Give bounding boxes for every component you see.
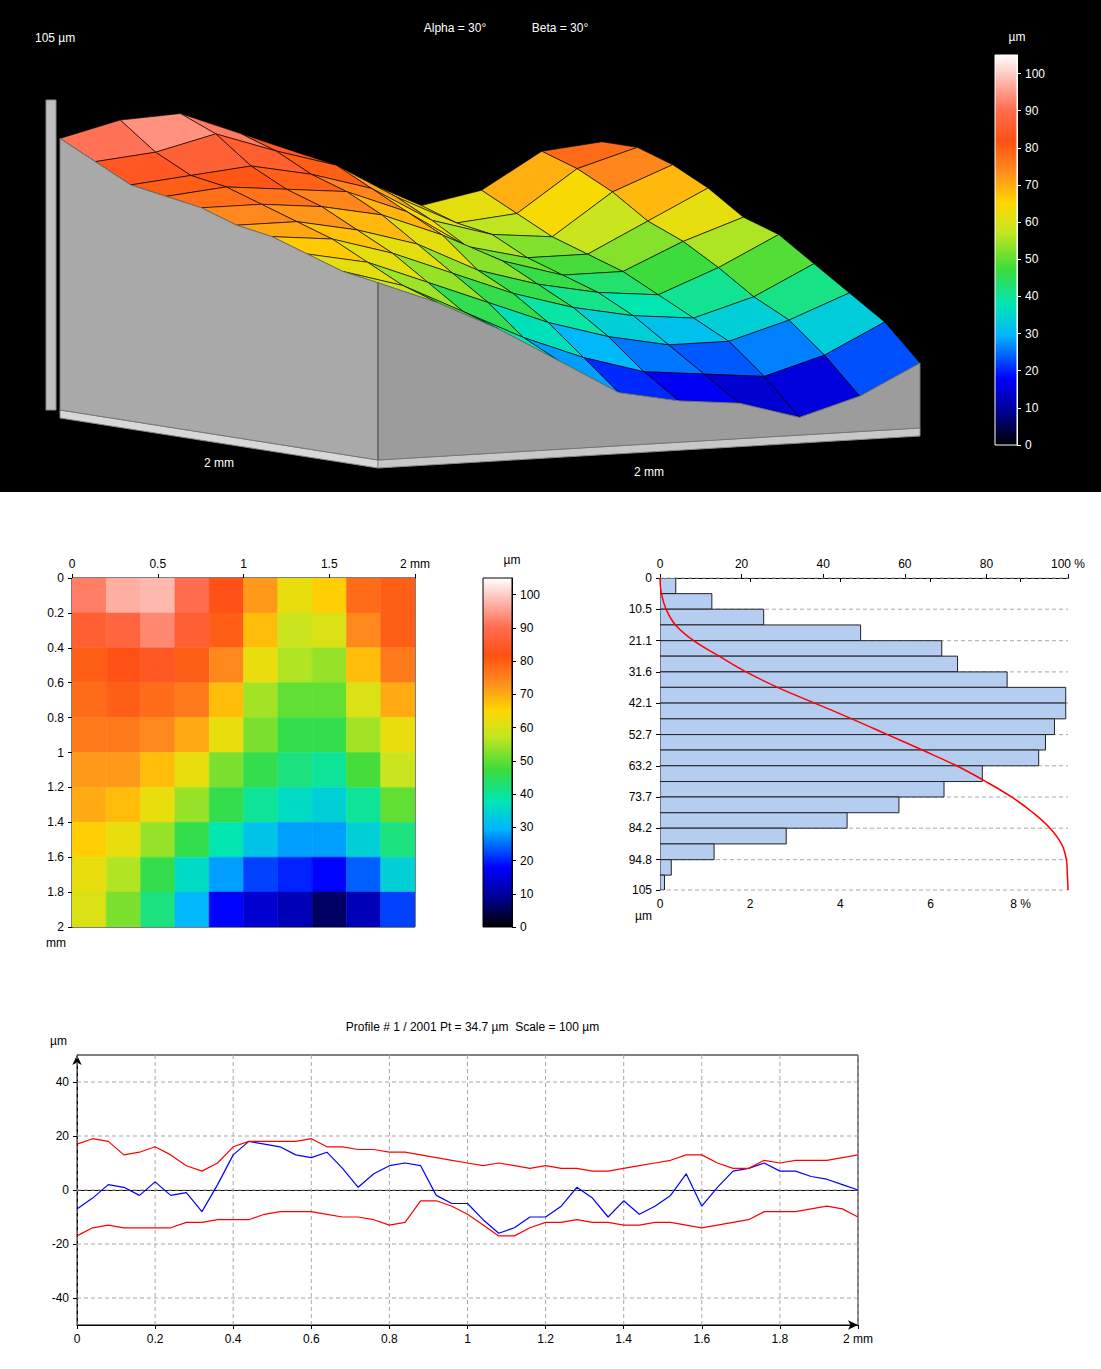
svg-text:0: 0 <box>657 897 664 911</box>
svg-text:21.1: 21.1 <box>629 634 653 648</box>
svg-text:60: 60 <box>520 721 534 735</box>
svg-text:105: 105 <box>632 883 652 897</box>
svg-text:60: 60 <box>898 557 912 571</box>
svg-text:10: 10 <box>1025 401 1039 415</box>
svg-text:Profile # 1 / 2001 Pt = 34.7 µ: Profile # 1 / 2001 Pt = 34.7 µm Scale = … <box>346 1020 599 1034</box>
svg-text:µm: µm <box>504 553 521 567</box>
svg-text:90: 90 <box>520 621 534 635</box>
svg-text:31.6: 31.6 <box>629 665 653 679</box>
svg-text:1.5: 1.5 <box>321 557 338 571</box>
svg-text:8 %: 8 % <box>1010 897 1031 911</box>
svg-text:70: 70 <box>520 687 534 701</box>
svg-text:0.4: 0.4 <box>47 641 64 655</box>
svg-text:1.4: 1.4 <box>615 1332 632 1346</box>
svg-text:50: 50 <box>1025 252 1039 266</box>
svg-text:Alpha = 30°: Alpha = 30° <box>424 21 487 35</box>
svg-text:2: 2 <box>747 897 754 911</box>
svg-text:52.7: 52.7 <box>629 728 653 742</box>
svg-text:90: 90 <box>1025 104 1039 118</box>
svg-text:63.2: 63.2 <box>629 759 653 773</box>
svg-text:40: 40 <box>520 787 534 801</box>
svg-text:0: 0 <box>657 557 664 571</box>
svg-text:0: 0 <box>645 571 652 585</box>
svg-text:80: 80 <box>1025 141 1039 155</box>
svg-text:0: 0 <box>1025 438 1032 452</box>
svg-text:µm: µm <box>1009 30 1026 44</box>
svg-text:1.2: 1.2 <box>47 780 64 794</box>
svg-text:-40: -40 <box>52 1291 70 1305</box>
svg-text:0.2: 0.2 <box>47 606 64 620</box>
svg-text:10: 10 <box>520 887 534 901</box>
svg-text:1: 1 <box>464 1332 471 1346</box>
svg-text:-20: -20 <box>52 1237 70 1251</box>
svg-text:mm: mm <box>46 936 66 950</box>
svg-text:1.6: 1.6 <box>47 850 64 864</box>
svg-text:0.2: 0.2 <box>147 1332 164 1346</box>
svg-text:84.2: 84.2 <box>629 821 653 835</box>
svg-text:20: 20 <box>520 854 534 868</box>
svg-text:1: 1 <box>240 557 247 571</box>
svg-text:30: 30 <box>1025 327 1039 341</box>
svg-text:0: 0 <box>69 557 76 571</box>
svg-text:80: 80 <box>980 557 994 571</box>
svg-text:40: 40 <box>56 1075 70 1089</box>
svg-text:1: 1 <box>57 746 64 760</box>
svg-text:70: 70 <box>1025 178 1039 192</box>
svg-text:2 mm: 2 mm <box>843 1332 873 1346</box>
svg-text:42.1: 42.1 <box>629 696 653 710</box>
svg-text:2 mm: 2 mm <box>634 465 664 479</box>
svg-text:Beta = 30°: Beta = 30° <box>532 21 589 35</box>
svg-text:0.8: 0.8 <box>47 711 64 725</box>
svg-text:20: 20 <box>1025 364 1039 378</box>
svg-text:40: 40 <box>1025 289 1039 303</box>
svg-text:0.4: 0.4 <box>225 1332 242 1346</box>
svg-text:1.4: 1.4 <box>47 815 64 829</box>
svg-text:0: 0 <box>520 920 527 934</box>
svg-text:1.8: 1.8 <box>47 885 64 899</box>
svg-text:1.2: 1.2 <box>537 1332 554 1346</box>
svg-text:µm: µm <box>50 1034 67 1048</box>
svg-text:0.5: 0.5 <box>149 557 166 571</box>
svg-text:100: 100 <box>520 588 540 602</box>
svg-text:80: 80 <box>520 654 534 668</box>
svg-text:4: 4 <box>837 897 844 911</box>
svg-text:20: 20 <box>56 1129 70 1143</box>
svg-text:105 µm: 105 µm <box>35 31 75 45</box>
svg-text:30: 30 <box>520 820 534 834</box>
svg-text:20: 20 <box>735 557 749 571</box>
svg-text:100: 100 <box>1025 67 1045 81</box>
svg-text:2 mm: 2 mm <box>400 557 430 571</box>
svg-text:1.8: 1.8 <box>772 1332 789 1346</box>
svg-text:2 mm: 2 mm <box>204 456 234 470</box>
svg-text:0: 0 <box>62 1183 69 1197</box>
svg-text:94.8: 94.8 <box>629 853 653 867</box>
svg-text:0: 0 <box>74 1332 81 1346</box>
svg-text:µm: µm <box>635 909 652 923</box>
svg-text:60: 60 <box>1025 215 1039 229</box>
svg-text:1.6: 1.6 <box>693 1332 710 1346</box>
svg-text:10.5: 10.5 <box>629 602 653 616</box>
svg-text:0: 0 <box>57 571 64 585</box>
svg-text:0.6: 0.6 <box>303 1332 320 1346</box>
svg-text:6: 6 <box>927 897 934 911</box>
svg-text:2: 2 <box>57 920 64 934</box>
svg-text:50: 50 <box>520 754 534 768</box>
svg-text:0.8: 0.8 <box>381 1332 398 1346</box>
svg-text:73.7: 73.7 <box>629 790 653 804</box>
svg-text:100 %: 100 % <box>1051 557 1085 571</box>
svg-text:0.6: 0.6 <box>47 676 64 690</box>
svg-text:40: 40 <box>817 557 831 571</box>
